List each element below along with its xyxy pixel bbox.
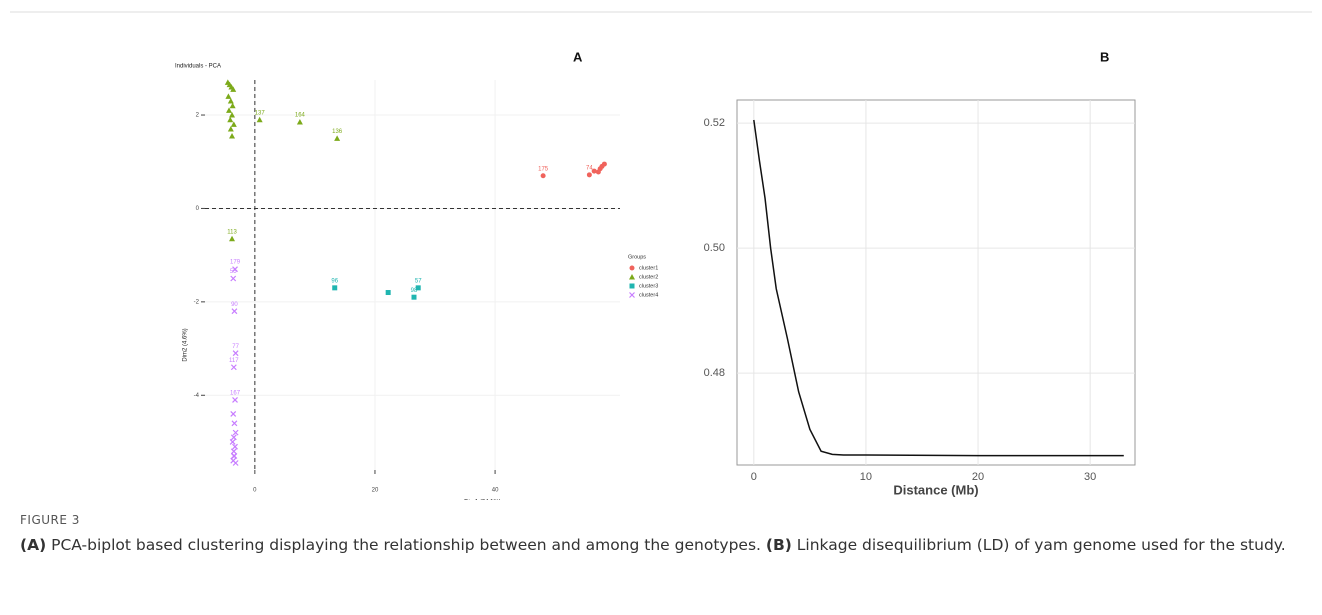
point [296,119,303,125]
point [232,266,238,273]
point [597,166,603,172]
point-label: 98 [411,288,418,294]
x-tick-label: 30 [1084,471,1096,483]
point-label: 96 [331,278,338,284]
point [230,364,237,371]
point [230,448,237,455]
point [332,285,338,291]
point-label: 175 [538,166,549,172]
point [591,168,597,174]
point-label: 74 [586,165,593,171]
y-tick-label: 0.50 [704,242,725,254]
legend-label: cluster3 [639,283,658,289]
y-tick-label: 0 [196,206,200,212]
point-label: 77 [232,344,239,350]
legend-marker [629,274,635,280]
panel-label: A [573,49,583,64]
point [540,173,546,179]
point [225,93,232,99]
figure-label: FIGURE 3 [20,513,80,527]
point [232,429,239,436]
caption-part: PCA-biplot based clustering displaying t… [46,536,766,554]
point [586,172,592,178]
y-tick-label: -4 [194,393,200,399]
point [415,285,421,291]
point [601,161,607,167]
chart-title: Individuals - PCA [175,64,221,70]
point [229,133,236,139]
x-tick-label: 0 [253,488,257,494]
point-label: 90 [231,302,238,308]
point-label: 137 [255,110,266,116]
point [229,235,236,242]
y-tick-label: -2 [194,299,200,305]
point [229,112,236,118]
caption-part: Linkage disequilibrium (LD) of yam genom… [791,536,1286,554]
legend-marker [629,292,635,298]
point [232,443,238,450]
point [230,453,237,459]
point-label: 113 [227,229,237,235]
x-tick-label: 20 [372,488,379,494]
point [226,107,233,113]
plot-frame [736,99,1136,466]
y-tick-label: 0.52 [704,117,725,129]
x-tick-label: 0 [751,471,757,483]
point [230,434,237,441]
x-tick-label: 10 [860,471,872,483]
point-label: 57 [415,278,422,284]
point [230,86,237,92]
legend-label: cluster1 [639,265,658,271]
point [230,275,237,282]
point [232,350,239,357]
point [232,397,238,403]
x-axis-label: Distance (Mb) [893,482,978,497]
point [230,121,237,127]
legend-marker [629,265,635,271]
point [231,420,238,427]
point [231,308,238,315]
x-tick-label: 20 [972,471,984,483]
panel-label: B [1100,49,1109,64]
point [230,411,237,417]
caption-bold: (B) [765,536,792,554]
point [229,102,236,109]
point-label: 55 [230,269,237,275]
point [334,135,341,141]
point [385,290,391,296]
legend-label: cluster4 [639,292,658,298]
point-label: 167 [230,391,241,397]
y-tick-label: 0.48 [704,367,725,379]
point [232,460,239,466]
point [227,116,234,123]
x-tick-label: 40 [492,488,499,494]
caption-text: (A) PCA-biplot based clustering displayi… [20,533,1305,558]
caption-bold: (A) [20,536,47,554]
point-label: 117 [229,358,239,364]
point [229,439,236,445]
point [227,126,234,132]
point-label: 164 [295,113,306,119]
point [256,116,263,123]
y-tick-label: 2 [196,113,200,119]
y-axis-label: Dim2 (4.6%) [183,328,189,361]
point [411,294,417,300]
caption: FIGURE 3 (A) PCA-biplot based clustering… [20,508,1305,558]
point-label: 136 [332,129,343,135]
legend-marker [629,283,635,289]
point-label: 179 [230,260,241,266]
legend-title: Groups [628,254,646,260]
legend-label: cluster2 [639,274,658,280]
line [753,119,1124,457]
point [227,98,234,104]
